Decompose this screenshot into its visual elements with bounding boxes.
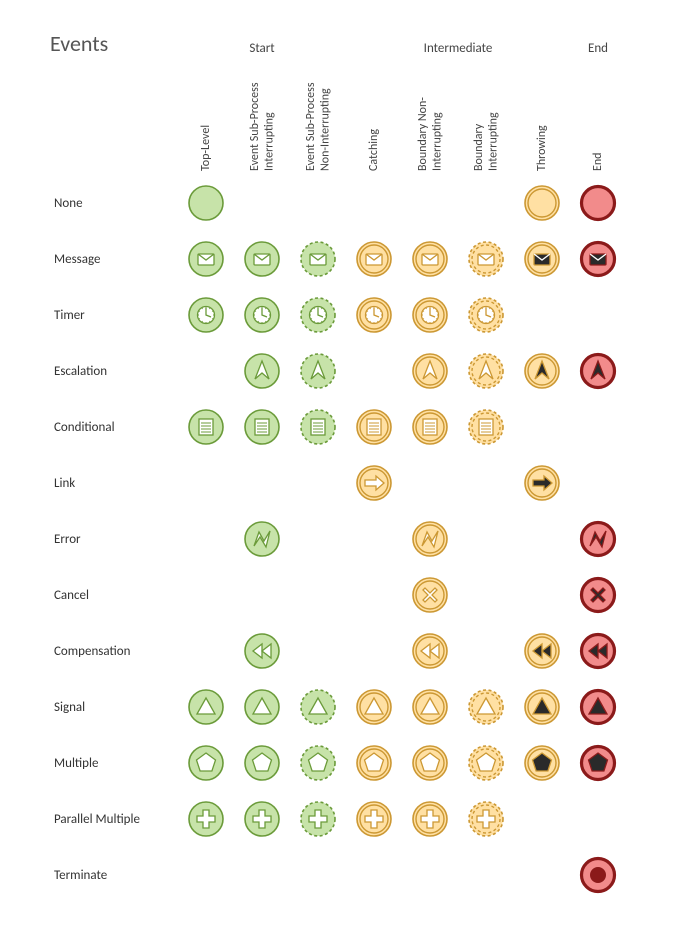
event-message-bnd_nonint-icon (402, 231, 458, 287)
row-label: Escalation (50, 364, 107, 379)
event-compensation-end-icon (570, 623, 626, 679)
event-escalation-bnd_int-icon (458, 343, 514, 399)
event-parallel-top-icon (178, 791, 234, 847)
row-label: Link (50, 476, 75, 491)
event-timer-bnd_int-icon (458, 287, 514, 343)
events-grid: Start Intermediate End Top-Level Event Sub-P… (50, 30, 656, 903)
event-terminate-end-icon (570, 847, 626, 903)
event-multiple-bnd_nonint-icon (402, 735, 458, 791)
page-title: Events (50, 30, 108, 57)
event-multiple-throw-icon (514, 735, 570, 791)
event-parallel-bnd_nonint-icon (402, 791, 458, 847)
column-header: Event Sub-Process Interrupting (248, 65, 277, 175)
event-link-throw-icon (514, 455, 570, 511)
group-header: Intermediate (424, 41, 493, 60)
event-conditional-bnd_int-icon (458, 399, 514, 455)
row-label: Signal (50, 700, 85, 715)
event-timer-esp_nonint-icon (290, 287, 346, 343)
event-message-catch-icon (346, 231, 402, 287)
event-escalation-bnd_nonint-icon (402, 343, 458, 399)
column-header: Throwing (535, 65, 549, 175)
event-message-throw-icon (514, 231, 570, 287)
event-cancel-end-icon (570, 567, 626, 623)
row-label: Terminate (50, 868, 107, 883)
column-header: Boundary Interrupting (472, 65, 501, 175)
column-header: Event Sub-Process Non-Interrupting (304, 65, 333, 175)
event-timer-esp_int-icon (234, 287, 290, 343)
event-compensation-esp_int-icon (234, 623, 290, 679)
event-escalation-esp_int-icon (234, 343, 290, 399)
event-multiple-bnd_int-icon (458, 735, 514, 791)
event-signal-end-icon (570, 679, 626, 735)
event-none-top-icon (178, 175, 234, 231)
event-timer-catch-icon (346, 287, 402, 343)
event-conditional-catch-icon (346, 399, 402, 455)
event-multiple-top-icon (178, 735, 234, 791)
event-message-top-icon (178, 231, 234, 287)
event-multiple-end-icon (570, 735, 626, 791)
event-parallel-catch-icon (346, 791, 402, 847)
event-message-end-icon (570, 231, 626, 287)
event-cancel-bnd_nonint-icon (402, 567, 458, 623)
event-escalation-end-icon (570, 343, 626, 399)
event-error-esp_int-icon (234, 511, 290, 567)
event-conditional-top-icon (178, 399, 234, 455)
event-timer-top-icon (178, 287, 234, 343)
event-escalation-esp_nonint-icon (290, 343, 346, 399)
event-multiple-catch-icon (346, 735, 402, 791)
event-message-esp_nonint-icon (290, 231, 346, 287)
event-signal-esp_int-icon (234, 679, 290, 735)
event-message-bnd_int-icon (458, 231, 514, 287)
column-header: Catching (367, 65, 381, 175)
column-header: Boundary Non-Interrupting (416, 65, 445, 175)
event-compensation-throw-icon (514, 623, 570, 679)
event-multiple-esp_int-icon (234, 735, 290, 791)
group-header: Start (249, 41, 274, 60)
event-conditional-esp_int-icon (234, 399, 290, 455)
column-header: End (591, 65, 605, 175)
row-label: Compensation (50, 644, 130, 659)
event-timer-bnd_nonint-icon (402, 287, 458, 343)
group-header: End (588, 41, 608, 60)
row-label: None (50, 196, 83, 211)
event-compensation-bnd_nonint-icon (402, 623, 458, 679)
row-label: Conditional (50, 420, 115, 435)
event-signal-throw-icon (514, 679, 570, 735)
event-escalation-throw-icon (514, 343, 570, 399)
row-label: Error (50, 532, 81, 547)
event-link-catch-icon (346, 455, 402, 511)
event-signal-catch-icon (346, 679, 402, 735)
event-signal-top-icon (178, 679, 234, 735)
row-label: Cancel (50, 588, 89, 603)
event-none-throw-icon (514, 175, 570, 231)
row-label: Multiple (50, 756, 98, 771)
event-parallel-esp_int-icon (234, 791, 290, 847)
event-conditional-bnd_nonint-icon (402, 399, 458, 455)
row-label: Timer (50, 308, 85, 323)
event-signal-esp_nonint-icon (290, 679, 346, 735)
event-multiple-esp_nonint-icon (290, 735, 346, 791)
row-label: Parallel Multiple (50, 812, 140, 827)
column-header: Top-Level (199, 65, 213, 175)
row-label: Message (50, 252, 100, 267)
event-message-esp_int-icon (234, 231, 290, 287)
event-signal-bnd_int-icon (458, 679, 514, 735)
event-parallel-esp_nonint-icon (290, 791, 346, 847)
event-none-end-icon (570, 175, 626, 231)
event-parallel-bnd_int-icon (458, 791, 514, 847)
event-error-bnd_nonint-icon (402, 511, 458, 567)
event-conditional-esp_nonint-icon (290, 399, 346, 455)
event-error-end-icon (570, 511, 626, 567)
event-signal-bnd_nonint-icon (402, 679, 458, 735)
